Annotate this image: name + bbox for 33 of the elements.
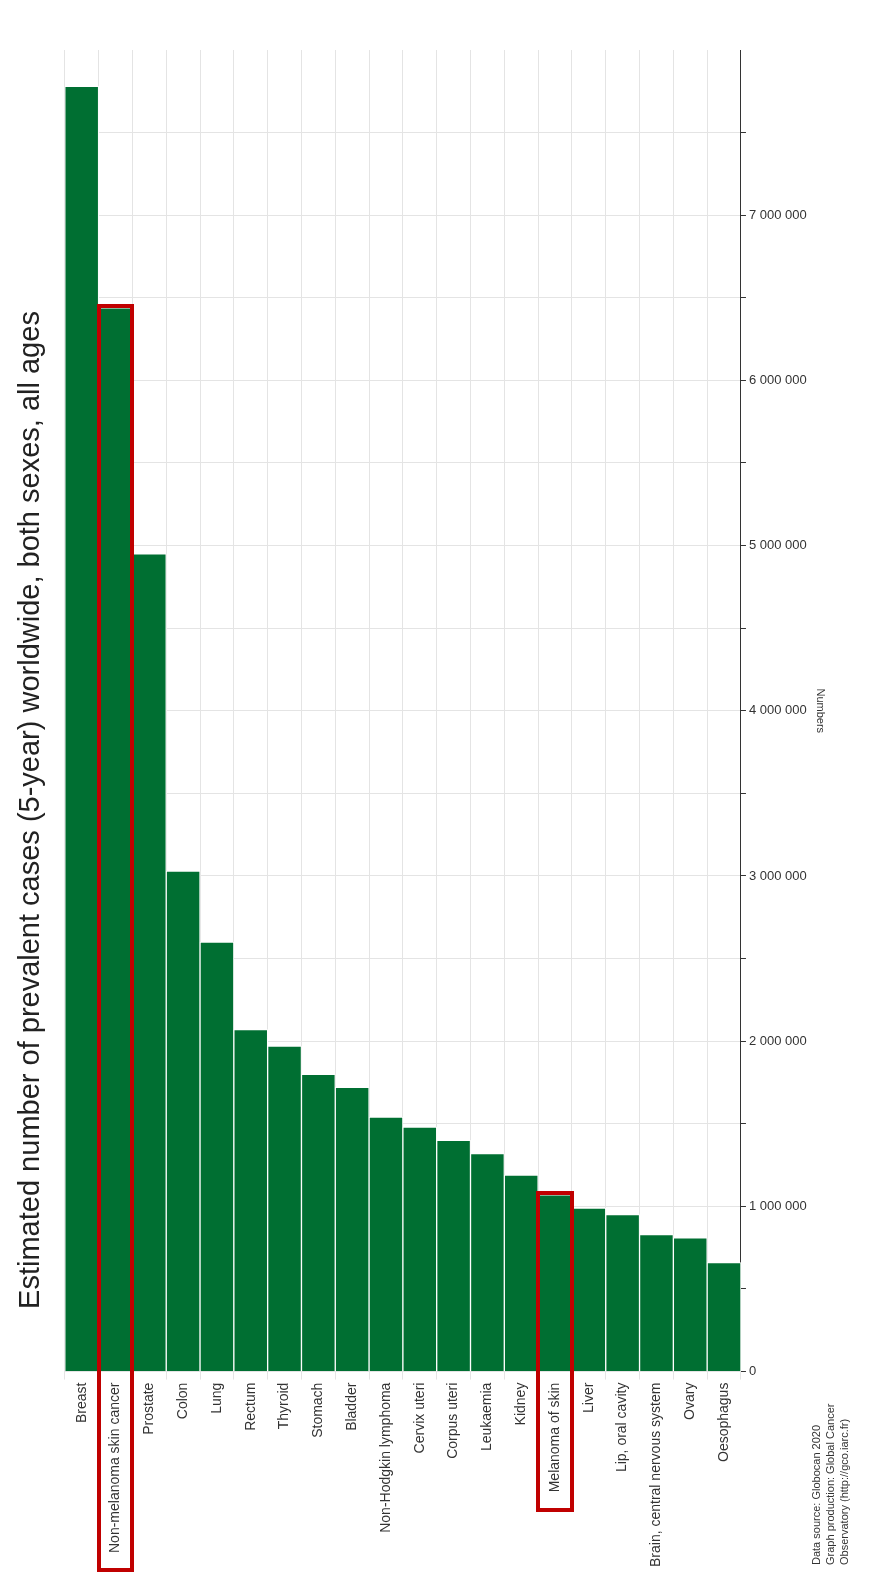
y-tick-label: 1 000 000 — [748, 1197, 807, 1213]
x-tick-label: Thyroid — [275, 1382, 292, 1430]
x-tick-label: Brain, central nervous system — [647, 1382, 664, 1567]
x-tick-label: Breast — [72, 1382, 89, 1424]
x-tick-label: Leukaemia — [478, 1382, 495, 1452]
y-tick-label: 0 — [748, 1363, 757, 1379]
x-tick-label: Prostate — [140, 1382, 157, 1435]
x-tick-label: Melanoma of skin — [545, 1382, 562, 1493]
x-tick-label: Ovary — [681, 1382, 698, 1420]
x-tick-label: Non-Hodgkin lymphoma — [376, 1382, 393, 1533]
x-tick-label: Stomach — [309, 1382, 326, 1438]
text: Estimated number of prevalent cases (5-year) worldwide, both sexes, all ages — [13, 311, 46, 1309]
y-tick-label: 4 000 000 — [748, 702, 807, 718]
x-tick-label: Bladder — [343, 1382, 360, 1431]
x-tick-label: Lung — [207, 1382, 224, 1414]
y-tick-label: 2 000 000 — [748, 1032, 807, 1048]
x-tick-label: Oesophagus — [714, 1382, 731, 1462]
y-tick-label: 3 000 000 — [748, 867, 807, 883]
x-tick-label: Rectum — [241, 1382, 258, 1431]
y-axis-title: Numbers — [815, 688, 828, 734]
x-tick-label: Kidney — [512, 1382, 529, 1426]
text: Graph production: Global Cancer — [824, 1403, 837, 1565]
text: Observatory (http://gco.iarc.fr) — [838, 1418, 851, 1565]
y-tick-label: 7 000 000 — [748, 206, 807, 222]
x-tick-label: Non-melanoma skin cancer — [106, 1382, 123, 1553]
x-tick-label: Colon — [173, 1382, 190, 1420]
y-tick-label: 6 000 000 — [748, 371, 807, 387]
x-tick-label: Cervix uteri — [410, 1382, 427, 1454]
source-note: Data source: Globocan 2020 — [810, 1424, 823, 1565]
x-tick-label: Lip, oral cavity — [613, 1382, 630, 1473]
x-tick-label: Liver — [579, 1382, 596, 1413]
x-tick-label: Corpus uteri — [444, 1382, 461, 1459]
y-tick-label: 5 000 000 — [748, 537, 807, 553]
